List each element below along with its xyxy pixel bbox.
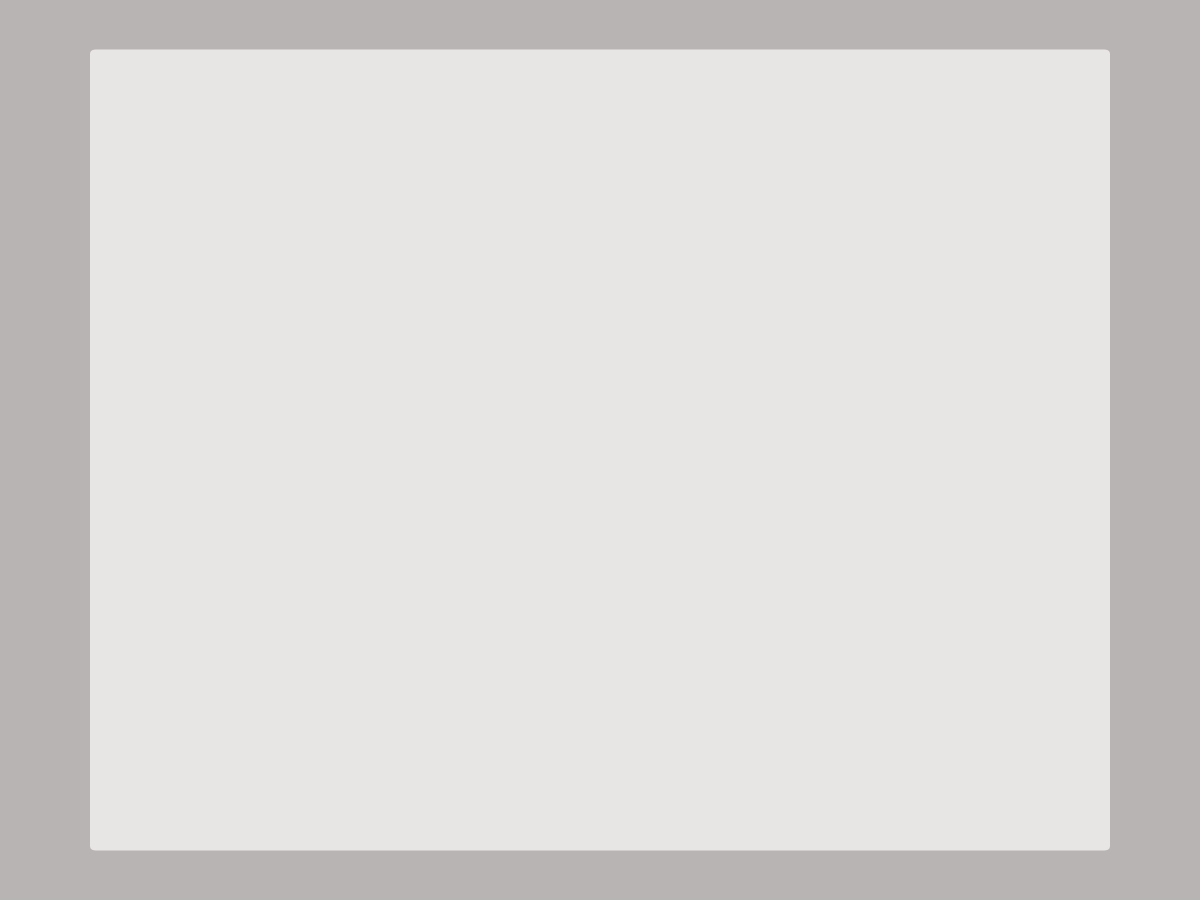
Text: $2NO(g) \longrightarrow N_2O_2(g)$: $2NO(g) \longrightarrow N_2O_2(g)$ bbox=[222, 343, 557, 381]
Bar bbox=[138, 237, 167, 267]
Text: $2N_2H_4(g) \longrightarrow 2NH_3(g) + H_2(g)$: $2N_2H_4(g) \longrightarrow 2NH_3(g) + H… bbox=[222, 453, 734, 490]
Text: $O_2(g) + 2H_2(g) \longrightarrow 2H_2O(g)$: $O_2(g) + 2H_2(g) \longrightarrow 2H_2O(… bbox=[222, 562, 692, 600]
Text: Which reaction has the largest ΔS?: Which reaction has the largest ΔS? bbox=[144, 112, 857, 147]
Bar bbox=[138, 676, 167, 706]
Text: $O_2(g) + 2H_2(g) \longrightarrow 2H_2O(l)$: $O_2(g) + 2H_2(g) \longrightarrow 2H_2O(… bbox=[222, 672, 680, 710]
Bar bbox=[138, 566, 167, 597]
Bar bbox=[138, 346, 167, 377]
Bar bbox=[138, 456, 167, 487]
Text: $N_2(g) + 3H_2(g) \longrightarrow 2NH_3(g)$: $N_2(g) + 3H_2(g) \longrightarrow 2NH_3(… bbox=[222, 233, 690, 271]
